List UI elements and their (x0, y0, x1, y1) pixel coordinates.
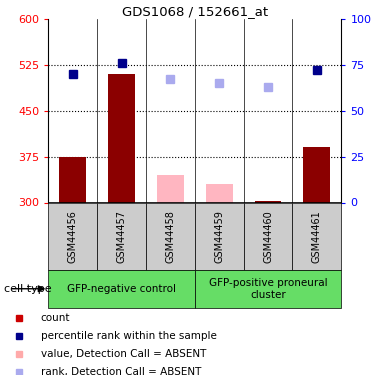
Text: count: count (41, 313, 70, 322)
Text: GSM44459: GSM44459 (214, 210, 224, 262)
Text: value, Detection Call = ABSENT: value, Detection Call = ABSENT (41, 349, 206, 359)
Text: GSM44456: GSM44456 (68, 210, 78, 262)
Bar (195, 202, 244, 270)
Text: percentile rank within the sample: percentile rank within the sample (41, 331, 217, 341)
Bar (59, 157, 86, 203)
Bar (157, 175, 184, 202)
Text: GSM44458: GSM44458 (165, 210, 175, 262)
Bar (303, 147, 330, 202)
Bar (244, 202, 292, 270)
Bar (146, 202, 195, 270)
Bar (108, 74, 135, 202)
Bar (97, 202, 146, 270)
Text: GSM44457: GSM44457 (116, 210, 127, 263)
Text: GSM44461: GSM44461 (312, 210, 322, 262)
Text: GFP-positive proneural
cluster: GFP-positive proneural cluster (209, 278, 327, 300)
Bar (48, 270, 195, 308)
Title: GDS1068 / 152661_at: GDS1068 / 152661_at (122, 4, 268, 18)
Bar (48, 202, 97, 270)
Text: cell type: cell type (4, 284, 51, 294)
Text: GSM44460: GSM44460 (263, 210, 273, 262)
Bar (292, 202, 341, 270)
Text: GFP-negative control: GFP-negative control (67, 284, 176, 294)
Bar (206, 184, 233, 203)
Bar (255, 201, 282, 202)
Bar (195, 270, 341, 308)
Text: rank, Detection Call = ABSENT: rank, Detection Call = ABSENT (41, 367, 201, 375)
